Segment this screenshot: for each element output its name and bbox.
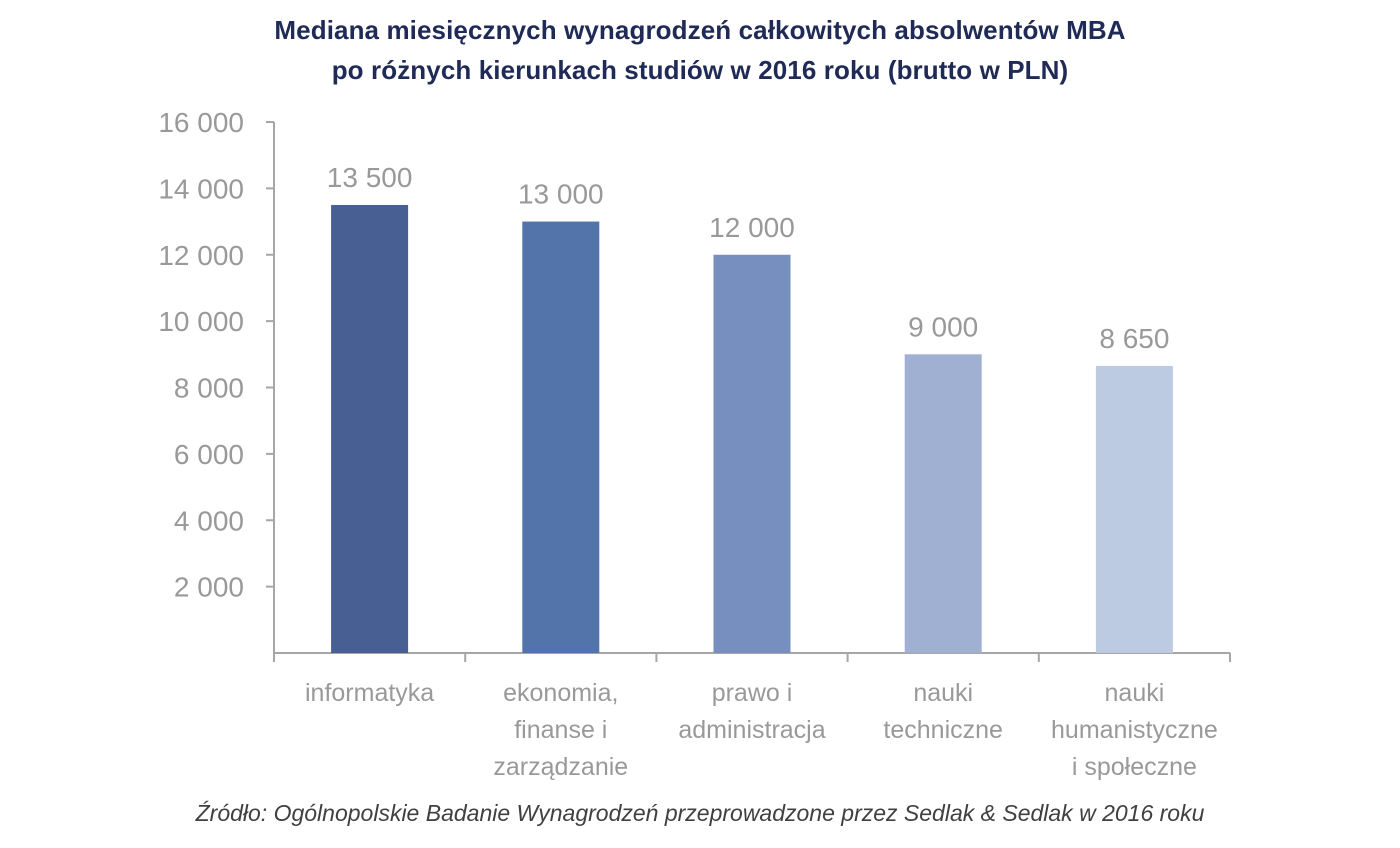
bar xyxy=(713,254,791,653)
x-tick-label: nauki xyxy=(1105,679,1165,707)
y-tick-label: 2 000 xyxy=(174,572,244,603)
source-note: Źródło: Ogólnopolskie Badanie Wynagrodze… xyxy=(195,800,1205,826)
bar xyxy=(522,221,600,653)
bar xyxy=(1095,365,1173,653)
bar xyxy=(331,204,409,653)
x-tick-label: nauki xyxy=(913,679,973,707)
chart-title-line-1: Mediana miesięcznych wynagrodzeń całkowi… xyxy=(274,15,1126,45)
x-tick-label: administracja xyxy=(678,716,825,744)
x-tick-label: informatyka xyxy=(305,679,434,707)
y-tick-label: 8 000 xyxy=(174,373,244,404)
y-tick-label: 4 000 xyxy=(174,505,244,536)
data-label: 13 000 xyxy=(518,179,604,210)
bar-chart: 2 000 4 000 6 000 8 000 10 000 12 000 14 000 16… xyxy=(158,107,1231,781)
data-label: 9 000 xyxy=(908,311,978,342)
data-label: 8 650 xyxy=(1099,323,1169,354)
data-label: 12 000 xyxy=(709,212,795,243)
x-tick-label: i społeczne xyxy=(1072,753,1197,781)
chart-title: Mediana miesięcznych wynagrodzeń całkowi… xyxy=(0,10,1400,90)
x-tick-label: zarządzanie xyxy=(493,753,628,781)
y-tick-label: 10 000 xyxy=(158,306,244,337)
x-tick-label: humanistyczne xyxy=(1051,716,1218,744)
chart-title-line-2: po różnych kierunkach studiów w 2016 rok… xyxy=(331,55,1069,85)
x-tick-label: prawo i xyxy=(712,679,793,707)
data-label: 13 500 xyxy=(327,162,413,193)
bar xyxy=(904,354,982,653)
y-tick-label: 16 000 xyxy=(158,107,244,138)
y-tick-label: 12 000 xyxy=(158,240,244,271)
x-tick-label: techniczne xyxy=(883,716,1003,744)
y-tick-label: 6 000 xyxy=(174,439,244,470)
x-tick-label: finanse i xyxy=(514,716,607,744)
x-tick-label: ekonomia, xyxy=(503,679,618,707)
y-tick-label: 14 000 xyxy=(158,173,244,204)
